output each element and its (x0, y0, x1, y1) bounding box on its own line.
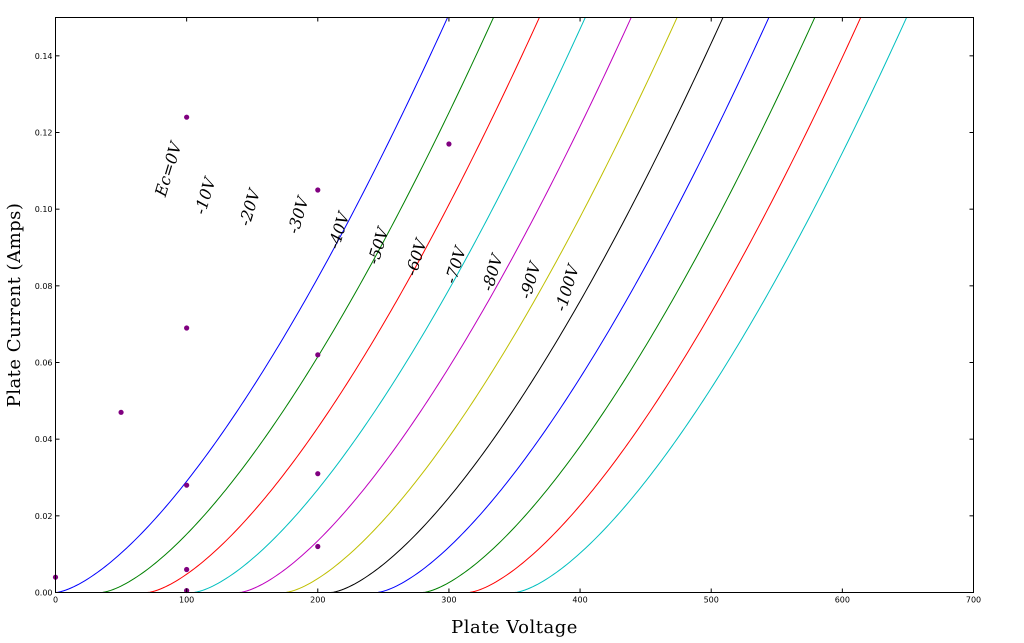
curve-label: -70V (441, 243, 471, 286)
curve-label: -10V (190, 174, 220, 217)
curve-labels-group: Ec=0V -10V -20V -30V -40V -50V -60V -70V -80V -90… (151, 138, 584, 313)
curve-60v (55, 17, 724, 593)
curve-40v (55, 17, 632, 593)
y-tick-label: 0.00 (35, 589, 53, 598)
x-tick-label: 200 (310, 596, 325, 605)
measured-points-group (52, 114, 452, 594)
y-tick-label: 0.12 (35, 129, 53, 138)
measured-point (184, 114, 190, 120)
y-tick-label: 0.08 (35, 282, 53, 291)
curve-10v (55, 17, 495, 593)
plot-frame (55, 17, 974, 593)
y-tick-label: 0.10 (35, 205, 53, 214)
y-tick-label: 0.02 (35, 512, 53, 521)
measured-point (184, 482, 190, 488)
curve-80v (55, 17, 816, 593)
y-tick-label: 0.06 (35, 359, 53, 368)
curve-20v (55, 17, 540, 593)
curve-30v (55, 17, 586, 593)
curve-label: -100V (551, 261, 583, 313)
curve-100v (55, 17, 908, 593)
measured-point (184, 566, 190, 573)
curves-group (55, 17, 908, 593)
measured-point (118, 409, 124, 415)
x-tick-label: 500 (704, 596, 719, 605)
axes-group: 0 100 200 300 400 500 600 700 0.00 0.02 0.04 0.06 0.… (35, 17, 981, 605)
curve-label: -80V (478, 251, 508, 294)
measured-point (315, 187, 321, 193)
curve-label: Ec=0V (151, 138, 186, 199)
curve-label: -30V (284, 193, 314, 236)
x-axis-title: Plate Voltage (451, 617, 578, 638)
curve-70v (55, 17, 770, 593)
measured-point (446, 141, 452, 147)
curve-label: -60V (402, 235, 432, 278)
measured-point (315, 543, 321, 550)
curve-90v (55, 17, 862, 593)
x-tick-label: 300 (441, 596, 456, 605)
curve-label: -20V (235, 186, 265, 229)
curve-label: -50V (364, 224, 394, 267)
x-tick-label: 600 (835, 596, 850, 605)
measured-point (184, 325, 190, 331)
y-axis-title: Plate Current (Amps) (4, 203, 25, 408)
y-tick-label: 0.04 (35, 435, 53, 444)
x-tick-label: 0 (53, 596, 58, 605)
curve-label: -90V (516, 258, 546, 301)
x-tick-label: 400 (572, 596, 587, 605)
curve-label: -40V (324, 209, 354, 252)
x-tick-label: 100 (179, 596, 194, 605)
curve-50v (55, 17, 678, 593)
y-tick-label: 0.14 (35, 52, 53, 61)
measured-point (315, 352, 321, 358)
curve-0v (55, 17, 449, 593)
measured-point (315, 471, 321, 477)
x-tick-label: 700 (966, 596, 981, 605)
